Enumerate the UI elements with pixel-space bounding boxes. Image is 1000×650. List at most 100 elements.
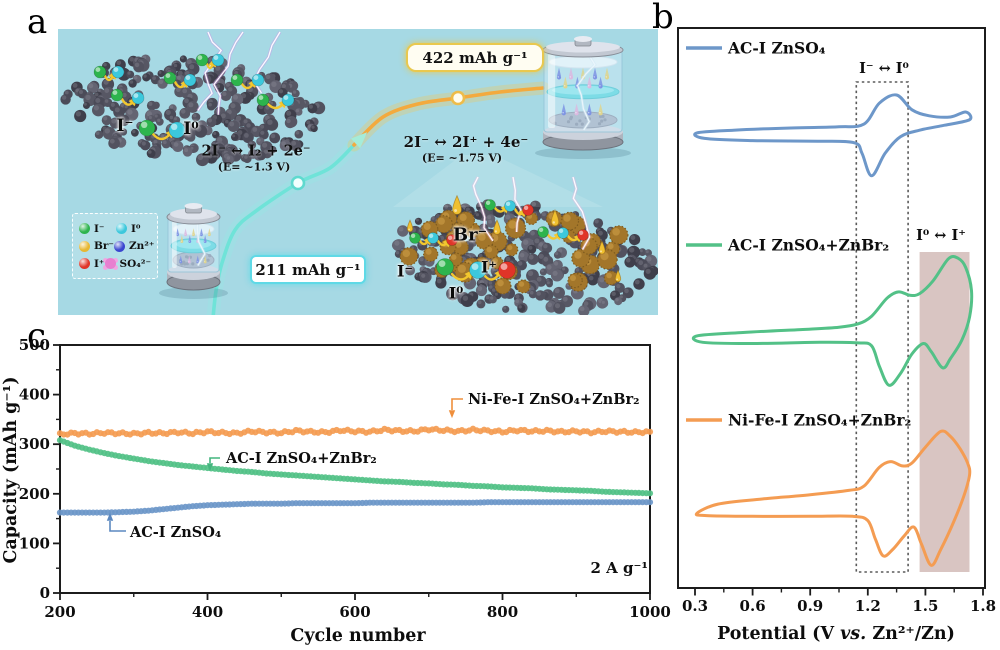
ion-droplet — [187, 255, 191, 262]
decoration — [286, 118, 291, 124]
decoration — [553, 261, 559, 266]
legend-item-label: Zn²⁺ — [128, 240, 155, 252]
region-label-iodide-iodine: I⁻ ↔ I⁰ — [859, 60, 909, 77]
decoration — [438, 260, 446, 267]
decoration — [480, 224, 485, 229]
flake1-iodide-label: I⁻ — [116, 116, 134, 136]
decoration — [249, 150, 254, 155]
decoration — [638, 248, 647, 256]
series-dots-3 — [56, 499, 654, 516]
arrowhead — [350, 132, 368, 149]
decoration — [462, 295, 469, 301]
decoration — [129, 80, 134, 84]
decoration — [563, 85, 566, 87]
lightning-group — [196, 31, 592, 251]
decoration — [232, 134, 236, 138]
decoration — [157, 118, 161, 122]
decoration — [87, 82, 99, 94]
decoration — [579, 306, 585, 312]
decoration — [253, 75, 259, 80]
cv-curve-3 — [694, 429, 972, 567]
decoration — [471, 263, 479, 270]
legend-item: Zn²⁺ — [113, 240, 155, 252]
flake2-iodide-label: I⁻ — [397, 261, 413, 281]
decoration — [421, 273, 426, 278]
decoration — [101, 115, 112, 126]
battery-large — [535, 36, 631, 159]
decoration — [638, 260, 644, 266]
decoration — [446, 287, 460, 301]
legend-item: SO₄²⁻ — [104, 258, 151, 270]
data-point — [646, 499, 654, 506]
decoration — [601, 114, 605, 118]
decoration — [645, 268, 651, 274]
decoration — [235, 115, 242, 122]
decoration — [216, 84, 221, 89]
data-point — [646, 490, 654, 497]
decoration — [425, 248, 432, 255]
decoration — [265, 118, 279, 131]
rate-annotation: 2 A g⁻¹ — [591, 559, 649, 577]
reaction-equation-right: 2I⁻ ↔ 2I⁺ + 4e⁻ — [403, 133, 529, 151]
decoration — [546, 41, 620, 53]
decoration — [500, 263, 508, 270]
cv-legend-label-3: Ni-Fe-I ZnSO₄+ZnBr₂ — [728, 411, 911, 430]
decoration — [629, 247, 635, 253]
panel-c-label: c — [27, 316, 47, 356]
y-tick-label: 100 — [19, 534, 50, 552]
decoration — [352, 86, 545, 147]
decoration — [172, 140, 184, 152]
decoration — [93, 105, 99, 111]
decoration — [494, 292, 498, 296]
cv-legend-label-2: AC-I ZnSO₄+ZnBr₂ — [727, 236, 889, 255]
x-tick-label: 600 — [339, 603, 370, 621]
decoration — [104, 128, 110, 134]
decoration — [127, 109, 133, 115]
decoration — [619, 295, 623, 299]
decoration — [295, 109, 300, 113]
decoration — [487, 215, 492, 220]
decoration — [552, 270, 558, 276]
x-tick-label: 1000 — [629, 603, 671, 621]
decoration — [184, 203, 203, 209]
flake1-iodine-label: I⁰ — [183, 119, 199, 139]
decoration — [578, 305, 590, 315]
decoration — [557, 76, 560, 78]
ion-swatch-icon — [116, 223, 127, 234]
x-tick-label: 0.6 — [740, 597, 766, 615]
decoration — [311, 125, 315, 129]
decoration — [186, 59, 192, 65]
decoration — [182, 147, 193, 157]
decoration — [405, 265, 415, 276]
decoration — [184, 233, 186, 235]
y-tick-label: 300 — [19, 435, 50, 453]
decoration — [530, 231, 535, 236]
decoration — [146, 100, 157, 111]
decoration — [518, 251, 530, 263]
decoration — [523, 239, 529, 245]
ion-swatch-icon — [79, 258, 90, 269]
decoration — [553, 286, 565, 299]
arrowhead — [106, 512, 114, 521]
decoration — [217, 137, 223, 143]
decoration — [535, 290, 546, 301]
ion-droplet — [598, 103, 603, 112]
decoration — [153, 139, 158, 144]
decoration — [459, 213, 467, 221]
decoration — [194, 124, 208, 138]
decoration — [546, 280, 553, 288]
ion-droplet — [180, 235, 184, 241]
decoration — [269, 132, 281, 144]
decoration — [295, 130, 300, 135]
decoration — [490, 296, 494, 300]
decoration — [645, 250, 649, 254]
decoration — [97, 89, 101, 93]
legend-item: I⁻ — [79, 223, 116, 235]
decoration — [574, 251, 582, 259]
decoration — [283, 95, 289, 100]
decoration — [171, 123, 178, 130]
decoration — [435, 277, 447, 289]
decoration — [553, 301, 566, 314]
decoration — [258, 95, 264, 100]
decoration — [600, 250, 602, 253]
